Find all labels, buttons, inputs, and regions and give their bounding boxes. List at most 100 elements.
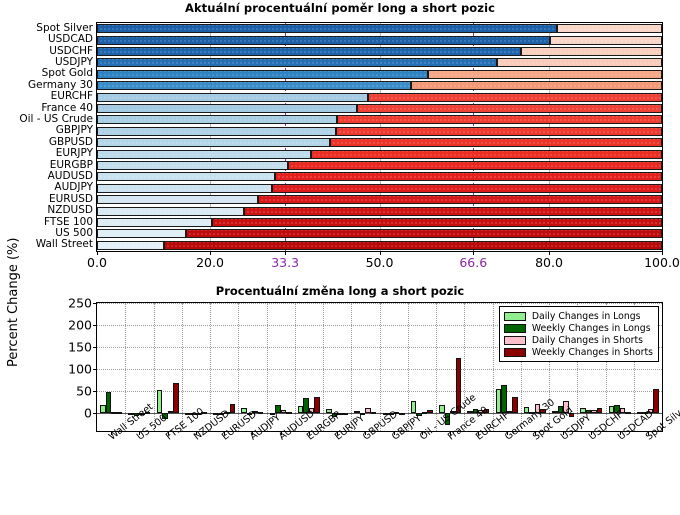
bottom-chart-gridline-v (464, 303, 466, 431)
bottom-chart-y-tick-label: 100 (68, 361, 92, 377)
bottom-chart-bar (534, 403, 541, 414)
bottom-chart-bar (388, 413, 394, 416)
bottom-chart-bar (625, 412, 631, 415)
top-chart-bar-row: Germany 30 (28, 80, 662, 91)
top-chart-short-segment (427, 69, 662, 79)
bottom-chart-bar (557, 406, 564, 414)
segment-texture (98, 173, 274, 181)
bottom-chart-y-tick-label: 150 (68, 339, 92, 355)
top-chart-row-label: GBPJPY (55, 124, 93, 137)
top-chart-bar-row: AUDUSD (48, 171, 662, 182)
bottom-chart-bar (444, 413, 451, 426)
segment-texture (551, 36, 661, 44)
segment-texture (428, 70, 661, 78)
top-chart-short-segment (356, 103, 662, 114)
top-chart-short-segment (310, 149, 662, 159)
bottom-chart-x-tickmark (647, 431, 649, 435)
bottom-chart-y-tickmark (93, 303, 97, 304)
top-chart-bar-row: EURGBP (50, 159, 662, 171)
bottom-chart-gridline-v (436, 303, 437, 431)
bottom-chart-x-tickmark (506, 431, 508, 435)
top-chart-bar-row: Spot Silver (36, 23, 662, 34)
segment-texture (98, 218, 211, 227)
top-chart-bar-row: GBPJPY (56, 125, 662, 136)
bottom-chart-bar (314, 397, 320, 414)
top-chart-x-tickmark (210, 251, 211, 255)
segment-texture (98, 116, 337, 124)
segment-texture (164, 241, 661, 249)
top-chart-short-segment (557, 24, 662, 34)
top-chart-bar-row: FTSE 100 (44, 216, 662, 228)
bottom-chart-bar (608, 405, 615, 414)
legend-item: Daily Changes in Longs (503, 310, 653, 322)
top-chart-bar-row: Oil - US Crude (19, 114, 662, 125)
bottom-chart-bar (326, 409, 332, 414)
top-chart-row-label: AUDUSD (47, 169, 93, 182)
bottom-chart-bar (642, 412, 648, 415)
top-chart-short-segment (520, 46, 662, 57)
top-chart-short-segment (272, 183, 662, 193)
segment-texture (273, 184, 661, 192)
top-chart-bar-row: Spot Gold (42, 68, 662, 79)
bottom-chart-bar (585, 410, 592, 414)
top-chart-bar-row: GBPUSD (49, 137, 662, 148)
bottom-chart-bar (591, 409, 597, 414)
segment-texture (98, 161, 287, 170)
legend-item: Daily Changes in Shorts (503, 334, 653, 346)
segment-texture (331, 139, 661, 147)
top-chart-row-label: France 40 (41, 101, 93, 114)
top-chart-x-tick-label: 66.6 (459, 255, 488, 270)
bottom-chart-bar (580, 408, 586, 414)
top-chart-gridline (473, 23, 475, 251)
bottom-chart-bar (162, 413, 168, 419)
top-chart-x-tick-label: 20.0 (196, 255, 224, 270)
top-chart-long-segment (97, 172, 275, 182)
bottom-chart-bar (241, 408, 247, 414)
segment-texture (98, 82, 410, 90)
bottom-chart-bar (116, 412, 123, 415)
bottom-chart-bar (495, 388, 502, 414)
segment-texture (98, 150, 310, 158)
segment-texture (498, 59, 661, 67)
bottom-chart-x-tickmark (308, 431, 310, 435)
segment-texture (98, 104, 356, 113)
bottom-chart-gridline-v (633, 303, 635, 431)
top-chart-long-segment (97, 103, 357, 114)
segment-texture (98, 59, 497, 67)
top-chart-bar-row: EURUSD (49, 194, 662, 205)
segment-texture (187, 230, 661, 238)
bottom-chart-x-tickmark (563, 431, 565, 435)
bottom-chart-bar (523, 407, 530, 414)
bottom-chart-bar (331, 413, 338, 418)
legend-swatch (503, 335, 526, 345)
bottom-chart-y-tick-label: 50 (76, 383, 92, 399)
top-chart-long-segment (97, 160, 288, 171)
bottom-chart-bar (156, 389, 163, 414)
bottom-chart-bar (483, 409, 490, 414)
top-chart-gridline (549, 23, 550, 251)
legend-swatch (503, 311, 526, 321)
top-chart-gridline (285, 23, 287, 251)
bottom-chart-bar (393, 412, 400, 415)
bottom-chart-x-tickmark (139, 431, 141, 435)
top-chart-bar-row: EURCHF (51, 91, 662, 102)
top-chart-bar-row: Wall Street (36, 239, 662, 250)
top-chart-long-segment (97, 206, 244, 216)
bottom-chart-y-tick-label: 0 (84, 405, 92, 421)
top-chart-long-segment (97, 24, 558, 34)
bottom-chart-gridline-v (210, 303, 211, 431)
bottom-chart-bar (472, 408, 479, 414)
top-chart-short-segment (163, 240, 662, 250)
top-chart-x-tick-label: 80.0 (535, 255, 563, 270)
segment-texture (244, 207, 661, 215)
segment-texture (98, 70, 427, 78)
segment-texture (98, 93, 368, 101)
top-chart-short-segment (211, 217, 662, 228)
bottom-chart-legend: Daily Changes in Longs Weekly Changes in … (498, 306, 659, 362)
top-chart-bar-row: US 500 (55, 228, 662, 239)
bottom-chart-bar (252, 411, 258, 414)
bottom-chart: Procentuální změna long a short pozic Pe… (0, 238, 680, 515)
top-chart-bar-row: France 40 (41, 102, 662, 114)
segment-texture (369, 93, 661, 101)
